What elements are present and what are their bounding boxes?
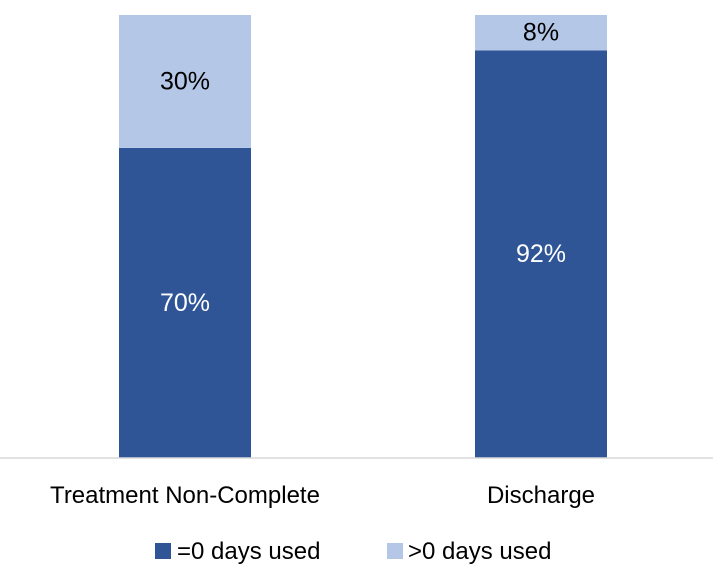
bar-treatment-non-complete-0-days-used (119, 147, 251, 458)
legend-label-0-days-used: >0 days used (408, 538, 551, 564)
legend-swatch-0-days-used (155, 543, 171, 559)
data-label-treatment-non-complete-0-days-used: 30% (160, 67, 210, 95)
legend-swatch-0-days-used (387, 543, 403, 559)
legend: =0 days used >0 days used (155, 538, 551, 564)
data-label-discharge-0-days-used: 8% (523, 19, 559, 47)
bars-group: 70% 30% 92% 8% (119, 15, 607, 458)
category-label-treatment-non-complete: Treatment Non-Complete (50, 482, 320, 509)
bar-discharge-0-days-used (475, 50, 607, 458)
category-label-discharge: Discharge (487, 482, 595, 509)
bar-discharge-0-days-used (475, 15, 607, 51)
category-labels: Treatment Non-Complete Discharge (50, 482, 595, 509)
data-label-discharge-0-days-used: 92% (516, 240, 566, 268)
bar-treatment-non-complete-0-days-used (119, 15, 251, 148)
legend-label-0-days-used: =0 days used (177, 538, 320, 564)
data-label-treatment-non-complete-0-days-used: 70% (160, 289, 210, 317)
